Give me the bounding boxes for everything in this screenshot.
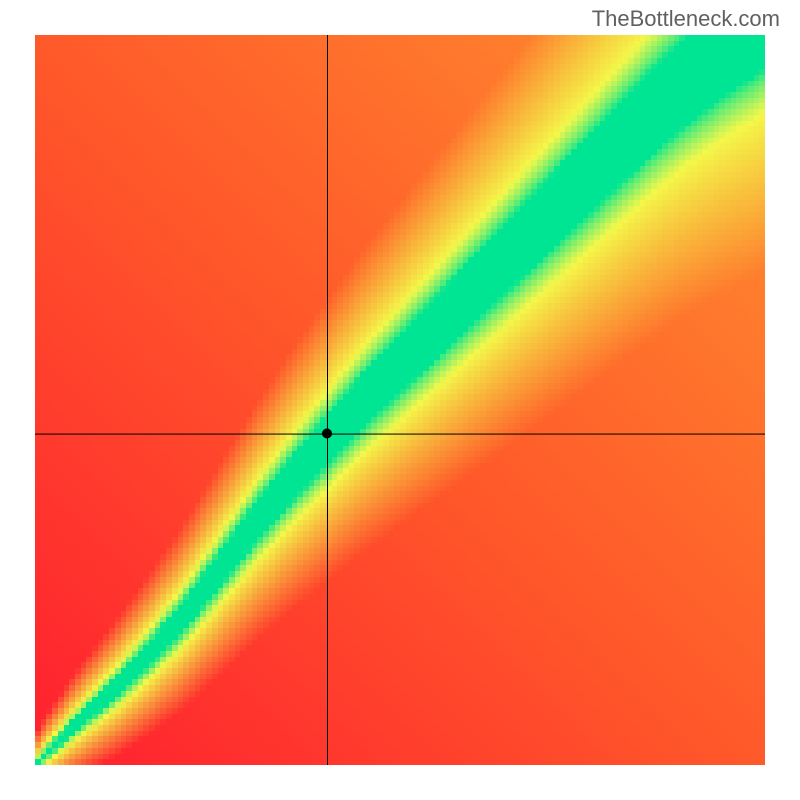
watermark-text: TheBottleneck.com	[592, 6, 780, 32]
heatmap-canvas	[35, 35, 765, 765]
chart-container: TheBottleneck.com	[0, 0, 800, 800]
heatmap-plot	[35, 35, 765, 765]
